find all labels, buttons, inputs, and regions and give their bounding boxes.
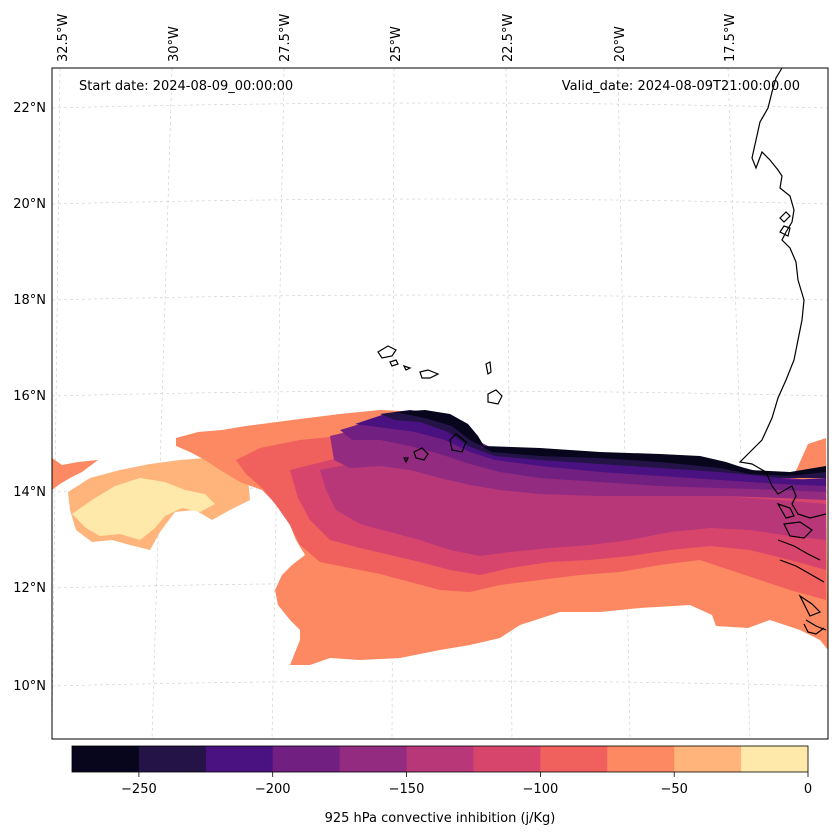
colorbar-cell (741, 746, 809, 772)
lat-label-20n: 20°N (13, 197, 46, 212)
cape-verde-islands (377, 345, 503, 464)
lat-label-12n: 12°N (13, 581, 46, 596)
lon-label-22-5w: 22.5°W (501, 14, 516, 62)
cin-level-0 (72, 478, 215, 540)
colorbar-cell (272, 746, 341, 772)
map-frame (51, 67, 829, 740)
cin-level-minus-125 (320, 460, 826, 556)
lon-label-30w: 30°W (167, 26, 182, 62)
colorbar: −250 −200 −150 −100 −50 0 925 hPa convec… (71, 745, 812, 826)
longitude-labels: 32.5°W 30°W 27.5°W 25°W 22.5°W 20°W 17.5… (56, 14, 738, 62)
colorbar-tick-minus-50: −50 (660, 782, 687, 797)
colorbar-cell (72, 746, 140, 772)
lon-label-32-5w: 32.5°W (56, 14, 71, 62)
cin-level-minus-25 (52, 458, 98, 490)
colorbar-cell (674, 746, 742, 772)
colorbar-tick-minus-200: −200 (255, 782, 291, 797)
colorbar-tick-minus-100: −100 (523, 782, 559, 797)
colorbar-cell (607, 746, 675, 772)
latitude-labels: 22°N 20°N 18°N 16°N 14°N 12°N 10°N (13, 101, 46, 694)
lon-label-25w: 25°W (389, 26, 404, 62)
lat-label-14n: 14°N (13, 485, 46, 500)
colorbar-cell (406, 746, 474, 772)
colorbar-label: 925 hPa convective inhibition (j/Kg) (325, 811, 556, 826)
colorbar-ticks (138, 772, 809, 777)
lon-label-27-5w: 27.5°W (278, 14, 293, 62)
lon-label-17-5w: 17.5°W (723, 14, 738, 62)
colorbar-frame (71, 745, 809, 773)
colorbar-cells (72, 746, 809, 772)
colorbar-cell (540, 746, 608, 772)
valid-date-label: Valid_date: 2024-08-09T21:00:00.00 (562, 79, 800, 94)
africa-coastline (738, 68, 827, 635)
colorbar-cell (339, 746, 408, 772)
colorbar-tick-0: 0 (804, 782, 812, 797)
colorbar-cell (205, 746, 274, 772)
lat-label-22n: 22°N (13, 101, 46, 116)
lat-label-10n: 10°N (13, 679, 46, 694)
colorbar-tick-minus-150: −150 (389, 782, 425, 797)
lat-label-18n: 18°N (13, 293, 46, 308)
start-date-label: Start date: 2024-08-09_00:00:00 (79, 79, 293, 94)
cin-level-minus-250 (395, 410, 826, 476)
colorbar-cell (473, 746, 541, 772)
lat-label-16n: 16°N (13, 389, 46, 404)
lon-label-20w: 20°W (613, 26, 628, 62)
cin-contours (52, 410, 828, 665)
colorbar-tick-minus-250: −250 (121, 782, 157, 797)
colorbar-cell (138, 746, 207, 772)
